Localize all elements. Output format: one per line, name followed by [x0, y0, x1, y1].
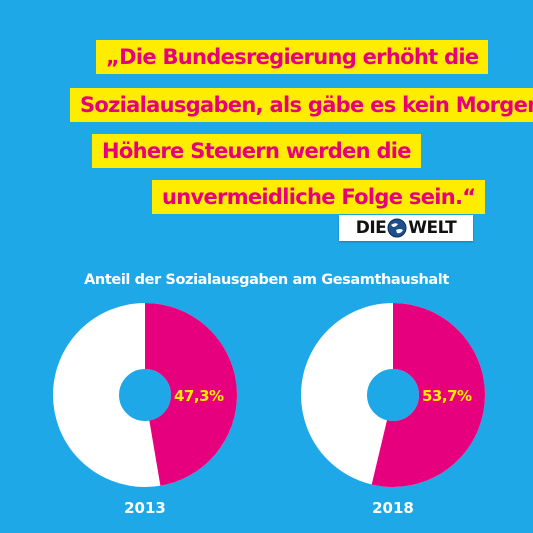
- quote-line-2: Sozialausgaben, als gäbe es kein Morgen.: [70, 88, 533, 122]
- die-welt-logo: DIE WELT: [339, 215, 473, 241]
- chart-title: Anteil der Sozialausgaben am Gesamthaush…: [84, 272, 449, 288]
- donut-2018: 53,7% 2018: [301, 303, 485, 517]
- logo-text-die: DIE: [355, 218, 387, 238]
- year-label-2013: 2013: [124, 499, 166, 517]
- globe-icon: [387, 218, 407, 238]
- quote-line-1: „Die Bundesregierung erhöht die: [96, 40, 489, 74]
- quote-line-4: unvermeidliche Folge sein.“: [152, 180, 486, 214]
- value-label-2013: 47,3%: [174, 387, 224, 405]
- donut-share-2018: [301, 303, 485, 487]
- quote-line-3: Höhere Steuern werden die: [92, 134, 421, 168]
- donut-2013: 47,3% 2013: [53, 303, 237, 517]
- year-label-2018: 2018: [372, 499, 414, 517]
- value-label-2018: 53,7%: [422, 387, 472, 405]
- logo-text-welt: WELT: [408, 218, 457, 238]
- donut-share-2013: [53, 303, 237, 487]
